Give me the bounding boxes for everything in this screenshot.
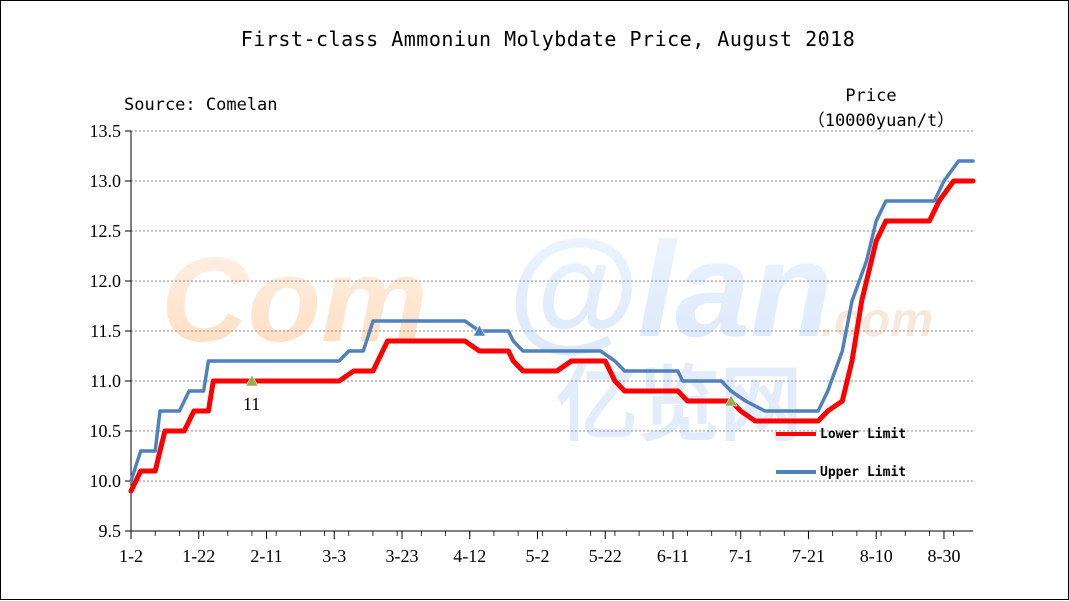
- y-tick-label-4: 11.5: [90, 321, 121, 341]
- y-tick-label-8: 13.5: [90, 121, 122, 141]
- x-tick-label-7: 5-22: [589, 546, 622, 566]
- watermark-lan-text: @lan: [506, 214, 833, 365]
- watermark-comelan-text: Com: [161, 233, 428, 367]
- x-tick-label-4: 3-23: [385, 546, 418, 566]
- legend-upper-limit-label: Upper Limit: [820, 465, 906, 480]
- source-label: Source: Comelan: [124, 95, 278, 115]
- x-tick-label-6: 5-2: [525, 546, 549, 566]
- lower-limit-series-line: [128, 178, 976, 494]
- x-tick-label-0: 1-2: [119, 546, 143, 566]
- marker-label-0: 11: [243, 394, 260, 414]
- upper-limit-series-line: [129, 159, 975, 483]
- legend: Lower Limit Upper Limit: [776, 427, 906, 480]
- x-tick-label-10: 7-21: [792, 546, 825, 566]
- chart-title: First-class Ammoniun Molybdate Price, Au…: [241, 27, 856, 51]
- y-tick-label-7: 13.0: [90, 171, 122, 191]
- y-axis-label-line1: Price: [845, 86, 896, 106]
- y-tick-label-2: 10.5: [90, 421, 122, 441]
- price-marker-0: [245, 374, 259, 387]
- y-tick-label-3: 11.0: [90, 371, 121, 391]
- watermark-dotcom-text: .com: [821, 294, 933, 347]
- x-tick-label-3: 3-3: [322, 546, 346, 566]
- y-axis-label-line2: （10000yuan/t）: [808, 111, 955, 131]
- x-tick-label-12: 8-30: [927, 546, 960, 566]
- x-tick-label-9: 7-1: [729, 546, 753, 566]
- price-marker-2: [724, 394, 738, 407]
- y-tick-label-5: 12.0: [90, 271, 122, 291]
- x-tick-label-1: 1-22: [182, 546, 215, 566]
- legend-lower-limit-label: Lower Limit: [820, 427, 906, 442]
- y-tick-label-0: 9.5: [99, 521, 122, 541]
- x-tick-label-11: 8-10: [860, 546, 893, 566]
- plot-area: 9.5 10.0 10.5 11.0 11.5 12.0 12.5 13.0 13.5 1-2 1-…: [90, 121, 976, 566]
- watermark: Com @lan .com 亿览网: [161, 214, 933, 453]
- y-tick-label-6: 12.5: [90, 221, 122, 241]
- x-tick-label-5: 4-12: [453, 546, 486, 566]
- price-marker-1: [472, 324, 486, 337]
- y-tick-label-1: 10.0: [90, 471, 122, 491]
- x-tick-label-8: 6-11: [657, 546, 689, 566]
- x-tick-label-2: 2-11: [250, 546, 282, 566]
